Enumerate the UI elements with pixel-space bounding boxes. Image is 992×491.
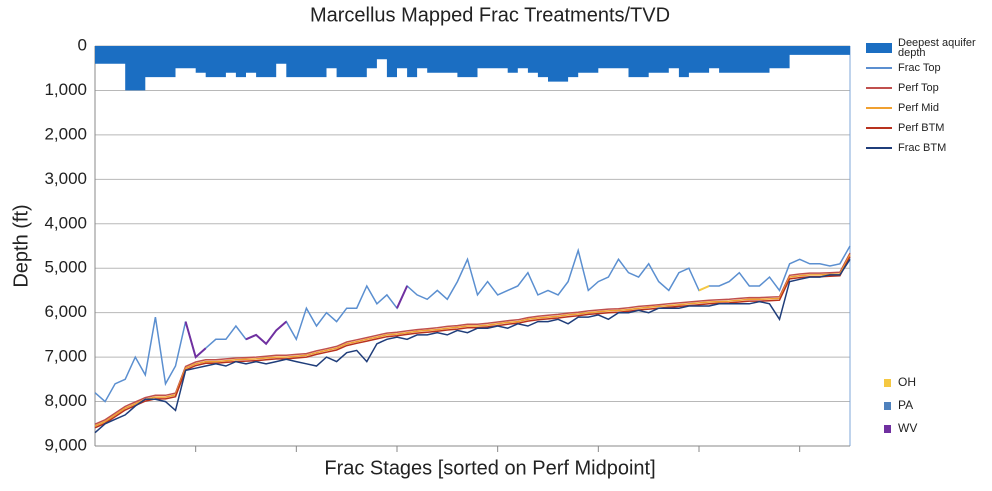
y-tick-label: 1,000: [44, 80, 87, 99]
y-tick-label: 3,000: [44, 169, 87, 188]
state-line: [698, 285, 710, 292]
y-tick-label: 8,000: [44, 391, 87, 410]
state-line: [184, 285, 409, 359]
series-line: [94, 254, 851, 427]
legend-label: Deepest aquifer depth: [898, 37, 976, 59]
y-tick-label: 7,000: [44, 347, 87, 366]
series-line: [94, 258, 851, 434]
legend-swatch: [884, 402, 891, 410]
y-tick-label: 0: [78, 35, 87, 54]
x-axis-label: Frac Stages [sorted on Perf Midpoint]: [324, 457, 655, 479]
legend-swatch: [884, 425, 891, 433]
legend-label: Frac Top: [898, 62, 941, 74]
legend-label: Perf Mid: [898, 102, 939, 114]
legend-label: Frac BTM: [898, 142, 946, 154]
legend-label: Perf Top: [898, 82, 939, 94]
y-tick-label: 6,000: [44, 302, 87, 321]
legend-label: Perf BTM: [898, 122, 944, 134]
aquifer-area: [95, 46, 850, 91]
legend-swatch: [884, 379, 891, 387]
chart-title: Marcellus Mapped Frac Treatments/TVD: [310, 4, 670, 26]
series-line: [94, 256, 851, 429]
y-axis-label: Depth (ft): [10, 204, 32, 287]
series-line: [94, 252, 851, 425]
legend-label: WV: [898, 421, 917, 435]
legend-label: OH: [898, 375, 916, 389]
y-tick-label: 4,000: [44, 213, 87, 232]
legend-label: PA: [898, 398, 913, 412]
series-line: [94, 245, 851, 403]
y-tick-label: 2,000: [44, 124, 87, 143]
y-tick-label: 5,000: [44, 258, 87, 277]
y-tick-label: 9,000: [44, 435, 87, 454]
legend-swatch: [866, 43, 892, 53]
